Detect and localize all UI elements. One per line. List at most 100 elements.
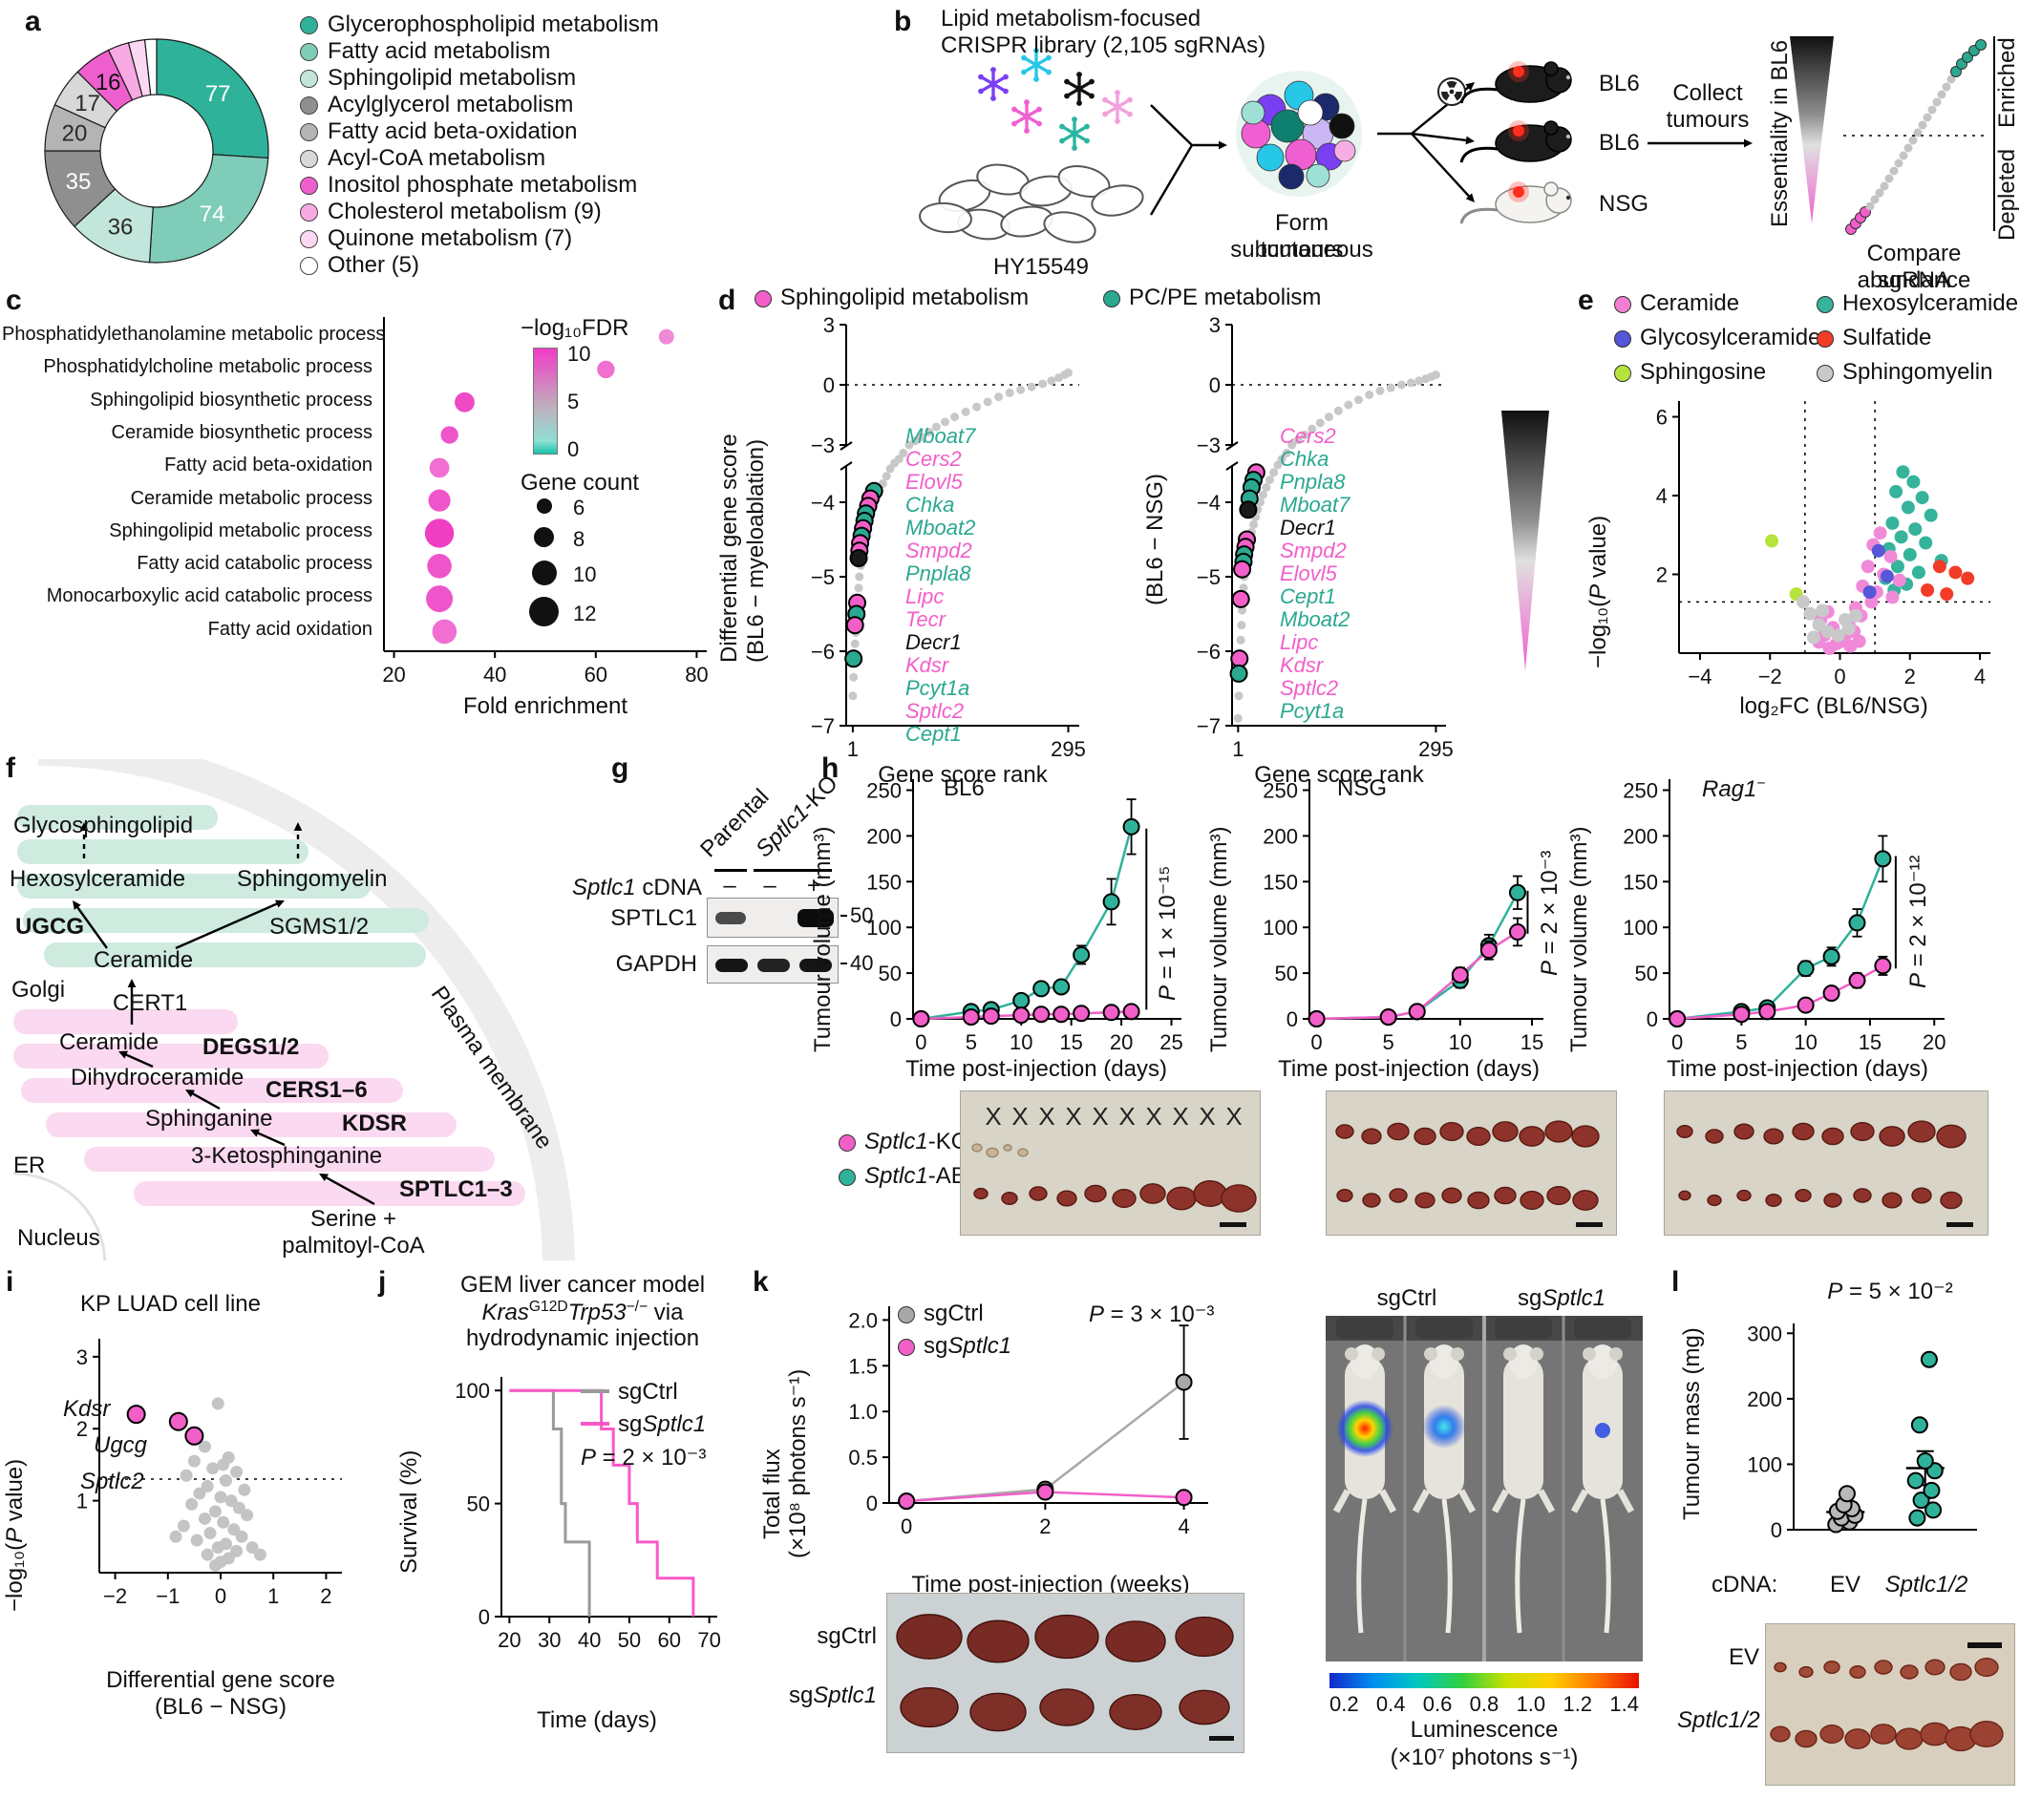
- legend-swatch: [300, 122, 318, 141]
- label-serine-2: palmitoyl-CoA: [282, 1233, 425, 1259]
- panel-d-label: d: [718, 285, 736, 316]
- svg-text:X: X: [1092, 1102, 1108, 1131]
- l-cat-ev: EV: [1829, 1572, 1861, 1598]
- cell-line-label: HY15549: [992, 254, 1090, 280]
- label-cers: CERS1–6: [266, 1077, 368, 1103]
- svg-text:0: 0: [1834, 665, 1845, 688]
- svg-text:−1: −1: [156, 1584, 180, 1608]
- svg-text:−6: −6: [1197, 640, 1221, 664]
- g-mw50: 50: [850, 903, 874, 927]
- legend-label: Cholesterol metabolism (9): [328, 199, 602, 224]
- sphingolipid-pathway-diagram: [12, 759, 575, 1260]
- label-er: ER: [13, 1153, 46, 1178]
- e-legend-hexosylceramide: Hexosylceramide: [1817, 290, 2018, 317]
- svg-text:2: 2: [76, 1417, 88, 1441]
- l-photo-label-ev: EV: [1728, 1644, 1759, 1670]
- legend-item: Acylglycerol metabolism: [300, 92, 659, 118]
- h-title-bl6: BL6: [944, 775, 985, 801]
- svg-text:X: X: [1172, 1102, 1188, 1131]
- svg-text:100: 100: [455, 1379, 490, 1403]
- g-cdna-label: Sptlc1 cDNA: [571, 875, 702, 900]
- svg-text:3: 3: [76, 1345, 88, 1369]
- legend-dot: [755, 290, 772, 307]
- svg-text:1.0: 1.0: [848, 1400, 878, 1424]
- k-img-label-sgsptlc1: sgSptlc1: [1517, 1285, 1606, 1311]
- legend-item: Sphingolipid metabolism: [300, 65, 659, 92]
- svg-text:200: 200: [1747, 1387, 1782, 1411]
- gene-label: Sptlc2: [1280, 676, 1339, 700]
- svg-text:0: 0: [1647, 1007, 1658, 1031]
- legend-item: Cholesterol metabolism (9): [300, 199, 659, 225]
- go-term: Ceramide metabolic process: [130, 487, 372, 509]
- rank-left-ylabel-2: (BL6 − myeloablation): [743, 438, 769, 663]
- j-pvalue: P = 2 × 10⁻³: [581, 1445, 707, 1471]
- svg-text:25: 25: [1159, 1030, 1182, 1054]
- svg-text:295: 295: [1418, 737, 1454, 761]
- essentiality-axis-label: Essentiality in BL6: [1767, 39, 1793, 227]
- panel-j-label: j: [378, 1266, 387, 1298]
- svg-text:200: 200: [1263, 824, 1298, 848]
- svg-text:−4: −4: [1688, 665, 1712, 688]
- gene-label: Mboat2: [1280, 607, 1350, 631]
- go-term: Phosphatidylethanolamine metabolic proce…: [2, 324, 386, 345]
- svg-text:100: 100: [1747, 1452, 1782, 1476]
- label-nucleus: Nucleus: [17, 1225, 100, 1251]
- i-xlabel-2: (BL6 − NSG): [154, 1694, 287, 1720]
- svg-text:15: 15: [1859, 1030, 1882, 1054]
- legend-label: Acyl-CoA metabolism: [328, 145, 546, 171]
- svg-text:−5: −5: [1197, 565, 1221, 589]
- i-ylabel: −log₁₀(P value): [2, 1458, 28, 1612]
- svg-text:20: 20: [1110, 1030, 1133, 1054]
- j-legend-sgsptlc1: sgSptlc1: [581, 1411, 706, 1438]
- fdr-legend-title: −log₁₀FDR: [521, 315, 629, 341]
- svg-text:−6: −6: [811, 640, 835, 664]
- svg-text:−4: −4: [811, 491, 835, 515]
- e-legend-ceramide: Ceramide: [1614, 290, 1739, 317]
- svg-text:35: 35: [66, 169, 92, 195]
- svg-text:4: 4: [1656, 484, 1668, 508]
- svg-text:50: 50: [1275, 962, 1298, 985]
- e-legend-sulfatide: Sulfatide: [1817, 325, 1931, 351]
- svg-text:−7: −7: [811, 714, 835, 738]
- svg-text:40: 40: [578, 1628, 601, 1652]
- label-sgms: SGMS1/2: [269, 914, 370, 940]
- gene-label: Cers2: [1280, 424, 1336, 448]
- svg-text:10: 10: [1449, 1030, 1472, 1054]
- d-legend-pcpe: PC/PE metabolism: [1103, 285, 1321, 311]
- mouse-label-bl6-2: BL6: [1599, 130, 1640, 156]
- mouse-label-bl6-1: BL6: [1599, 71, 1640, 96]
- g-sptlc1-band-label: SPTLC1: [610, 905, 697, 931]
- svg-text:10: 10: [1010, 1030, 1032, 1054]
- label-golgi: Golgi: [11, 977, 66, 1003]
- rank-left-ylabel-1: Differential gene score: [716, 434, 742, 663]
- legend-item: Acyl-CoA metabolism: [300, 145, 659, 172]
- gene-label: Smpd2: [1280, 539, 1347, 562]
- svg-text:5: 5: [1735, 1030, 1747, 1054]
- go-term: Fatty acid oxidation: [207, 618, 372, 640]
- g-sptlc1-blot: [707, 898, 839, 938]
- tumour-photo-nsg: [1326, 1090, 1617, 1236]
- svg-text:250: 250: [1263, 778, 1298, 802]
- panel-h-label: h: [821, 752, 840, 784]
- g-mw50-tick: [840, 915, 847, 917]
- svg-text:80: 80: [685, 663, 708, 687]
- legend-label: Quinone metabolism (7): [328, 225, 573, 251]
- tumour-photo-cdna: [1765, 1623, 2015, 1786]
- survival-curve: 20 30 40 50 60 70 0 50 100: [455, 1377, 721, 1652]
- gene-label: Kdsr: [905, 653, 949, 677]
- go-term: Fatty acid beta-oxidation: [164, 455, 372, 476]
- svg-text:2: 2: [1656, 563, 1668, 587]
- h-title-nsg: NSG: [1337, 775, 1388, 801]
- svg-text:1: 1: [267, 1584, 279, 1608]
- h-pvalue-1: P = 1 × 10⁻¹⁵: [1155, 865, 1180, 1001]
- bioluminescence-image: [1326, 1316, 1643, 1661]
- svg-text:300: 300: [1747, 1322, 1782, 1345]
- go-term: Fatty acid catabolic process: [137, 553, 372, 575]
- label-sphinganine: Sphinganine: [145, 1106, 273, 1132]
- svg-text:15: 15: [1520, 1030, 1543, 1054]
- legend-label: Acylglycerol metabolism: [328, 92, 574, 117]
- label-ketosphinganine: 3-Ketosphinganine: [191, 1143, 383, 1169]
- compare-label-line2: abundance: [1857, 267, 1971, 293]
- svg-text:36: 36: [108, 214, 134, 240]
